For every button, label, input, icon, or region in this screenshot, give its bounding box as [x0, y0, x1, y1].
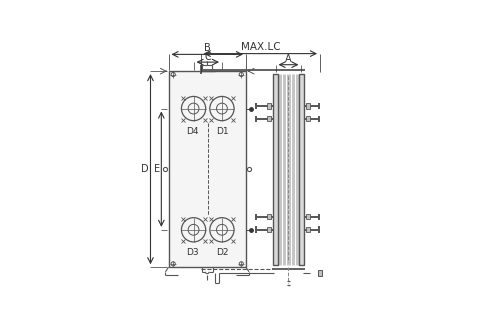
- Text: D: D: [141, 164, 148, 174]
- Bar: [306, 116, 310, 122]
- Bar: [267, 227, 271, 232]
- Text: B: B: [204, 43, 210, 53]
- Text: D4: D4: [186, 127, 199, 136]
- Bar: [267, 116, 271, 122]
- Bar: [318, 270, 322, 276]
- Bar: [306, 227, 310, 232]
- Bar: [299, 74, 304, 265]
- Bar: [267, 214, 271, 219]
- Bar: [306, 104, 310, 109]
- Text: A: A: [285, 54, 292, 64]
- Bar: [168, 71, 246, 267]
- Text: C: C: [204, 53, 211, 63]
- Bar: [267, 104, 271, 109]
- Text: D2: D2: [216, 248, 229, 257]
- Bar: [273, 74, 278, 265]
- Text: MAX.LC: MAX.LC: [240, 42, 280, 52]
- Bar: [306, 214, 310, 219]
- Text: D3: D3: [186, 248, 199, 257]
- Text: D1: D1: [216, 127, 229, 136]
- Text: E: E: [154, 164, 160, 174]
